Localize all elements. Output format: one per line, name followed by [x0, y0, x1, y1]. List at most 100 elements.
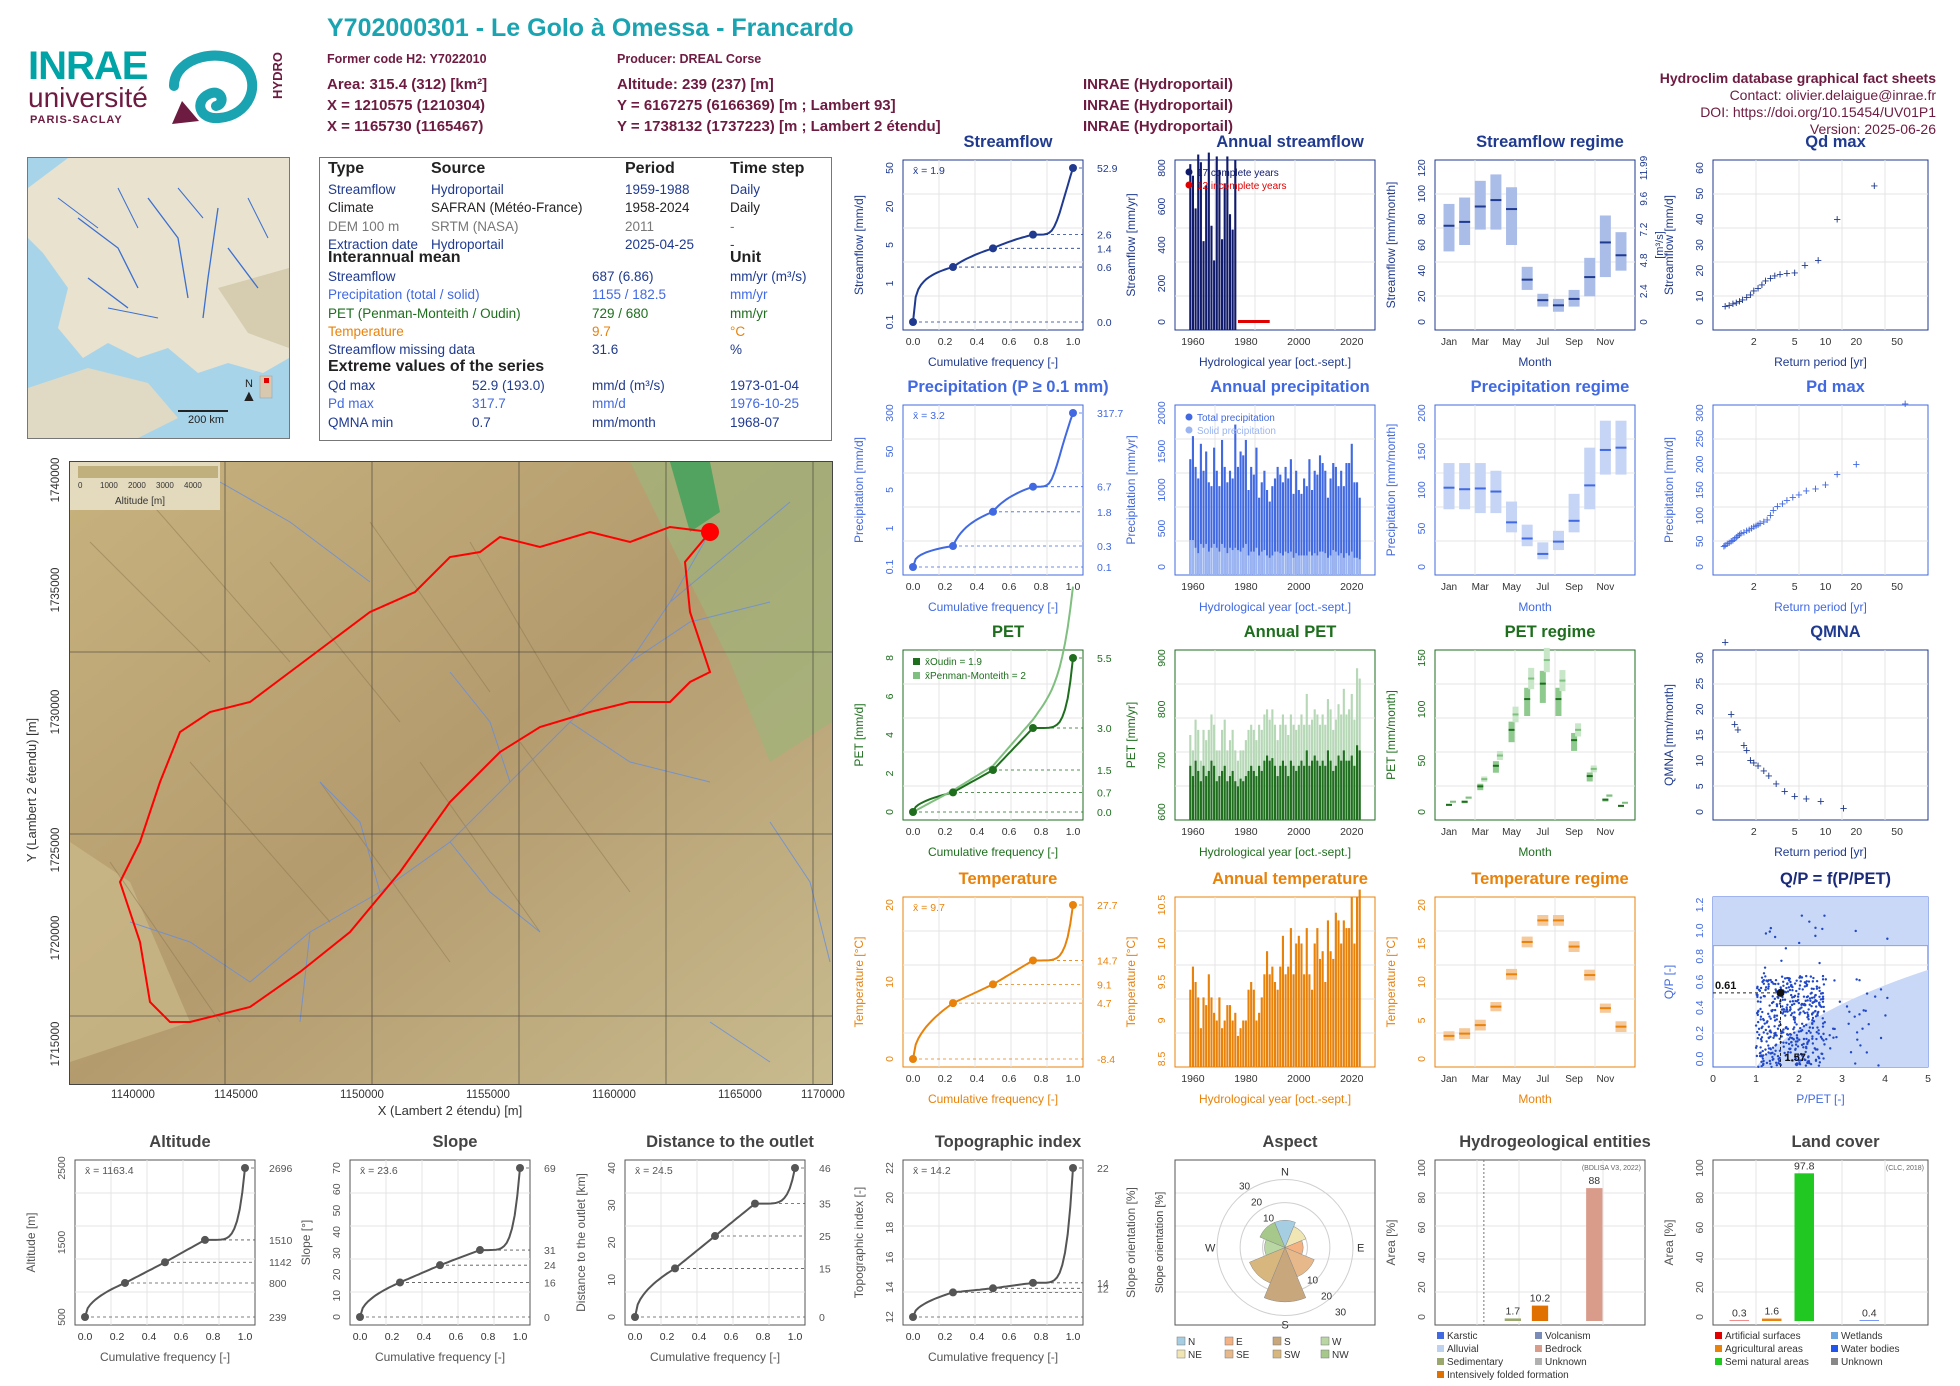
mean-value: 31.6 [592, 342, 619, 358]
bar-solid [1213, 543, 1216, 575]
source-note: (CLC, 2018) [1886, 1165, 1924, 1172]
x-tick: 1980 [1234, 336, 1258, 348]
scatter-point: + [1763, 512, 1771, 527]
box [1508, 721, 1515, 743]
scatter-point [1810, 1004, 1813, 1008]
scatter-point: + [1822, 477, 1830, 492]
scatter-point: + [1754, 281, 1762, 296]
legend-swatch [1535, 1345, 1542, 1352]
y-tick: 150 [1694, 481, 1706, 499]
page-title: Y702000301 - Le Golo à Omessa - Francard… [327, 14, 854, 42]
y-tick: 2 [884, 770, 896, 776]
scatter-point [1755, 1044, 1758, 1048]
aspect-slice [1249, 1247, 1286, 1284]
bar [1329, 478, 1332, 575]
bar-solid [1348, 555, 1351, 575]
scatter-point [1825, 1037, 1828, 1041]
bar [1340, 943, 1343, 1067]
bar [1191, 175, 1194, 330]
scatter-point [1847, 1022, 1850, 1025]
legend-label: N [1188, 1337, 1195, 1348]
x-tick: 0.4 [970, 826, 985, 838]
x-tick: 1960 [1181, 581, 1205, 593]
x-tick: 5 [1792, 336, 1798, 348]
x-tick: 0.4 [970, 1331, 985, 1343]
bar [1326, 920, 1329, 1067]
hydro-logo-text: HYDRO [270, 52, 285, 99]
scatter-point [1785, 976, 1789, 980]
bar [1337, 920, 1340, 1067]
bar [1247, 989, 1250, 1067]
chart-svg: Area [%] 0 20 40 60 80 100 1.7 10.2 88 (BDLISA V3,… [1384, 1159, 1646, 1381]
plot-area: Distance to the outlet [km] Cumulative fr… [574, 1159, 831, 1364]
scatter-point [1758, 989, 1762, 993]
legend-swatch [1437, 1345, 1444, 1352]
annual-precipitation-chart: Annual precipitation Precipitation [mm/yr… [1115, 375, 1425, 620]
bar [1279, 765, 1282, 820]
bar-solid [1292, 557, 1295, 575]
bar-solid [1340, 553, 1343, 575]
bar [1228, 470, 1232, 575]
info-period: 2011 [625, 218, 655, 234]
scatter-point: + [1739, 292, 1747, 307]
x-tick: 2 [1751, 581, 1757, 593]
x-tick: May [1502, 582, 1521, 593]
scatter-point [1806, 995, 1810, 998]
scatter-point [1821, 995, 1825, 998]
right-label: 0.1 [1097, 562, 1112, 574]
x-tick: 0.4 [692, 1331, 707, 1343]
bar [1340, 470, 1343, 575]
bar-solid [1247, 555, 1250, 575]
y-axis-label: Temperature [°C] [852, 937, 866, 1028]
bar [1221, 239, 1224, 330]
y-tick: 600 [1156, 803, 1168, 821]
basin-x-tick-6: 1170000 [801, 1089, 845, 1101]
scatter-point: + [1725, 297, 1733, 312]
scatter-point [1783, 1014, 1787, 1017]
legend-label: Volcanism [1545, 1331, 1591, 1342]
x-tick: 0.0 [78, 1331, 93, 1343]
right-label: 239 [269, 1312, 287, 1324]
scatter-point [1845, 1005, 1849, 1008]
chart-svg: PET [mm/yr] Hydrological year [oct.-sept.… [1124, 649, 1376, 859]
scatter-point: + [1743, 523, 1751, 538]
scatter-point [1767, 1012, 1770, 1016]
scatter-point [1832, 1036, 1835, 1039]
scatter-point [1759, 1018, 1762, 1021]
bar-solid [1199, 543, 1202, 575]
quantile-point [751, 1199, 759, 1208]
right-label: 35 [819, 1199, 831, 1211]
paris-saclay-logo: PARIS-SACLAY [30, 114, 123, 126]
scatter-point [1877, 1064, 1880, 1067]
chart-svg: Streamflow [mm/month] Month 0 20 40 60 80 100 12… [1384, 155, 1666, 369]
scatter-point [1773, 1015, 1776, 1019]
quantile-point [476, 1246, 484, 1255]
y-axis-label: PET [mm/month] [1384, 690, 1398, 780]
scatter-point [1774, 982, 1777, 986]
legend-label: Agricultural areas [1725, 1344, 1803, 1355]
bar [1289, 459, 1292, 575]
legend-label: Wetlands [1841, 1331, 1883, 1342]
x-tick: 0.4 [142, 1331, 157, 1343]
right-label: 2696 [269, 1163, 293, 1175]
scatter-point [1807, 1060, 1811, 1063]
bar-solid [1191, 540, 1194, 575]
scatter-point [1786, 1033, 1790, 1037]
chart-title: QMNA [1810, 623, 1861, 641]
bar [1279, 966, 1282, 1067]
y-tick: 100 [1416, 1159, 1428, 1177]
basin-y-tick-5: 1740000 [50, 458, 62, 503]
chart-title: Annual precipitation [1210, 378, 1370, 396]
chart-svg: Streamflow [mm/yr] Hydrological year [oct… [1124, 152, 1376, 369]
bar-solid [1321, 551, 1324, 575]
legend-label: 17 complete years [1197, 168, 1279, 179]
bar [1308, 974, 1311, 1067]
scatter-point [1812, 987, 1815, 991]
scatter-point [1778, 1002, 1782, 1005]
bar [1273, 982, 1277, 1067]
bar [1234, 1012, 1237, 1067]
bar [1199, 1028, 1202, 1067]
bar [1356, 897, 1359, 1067]
scatter-point [1803, 1011, 1807, 1015]
plot-area: Precipitation [mm/yr] Hydrological year [… [1124, 401, 1376, 614]
